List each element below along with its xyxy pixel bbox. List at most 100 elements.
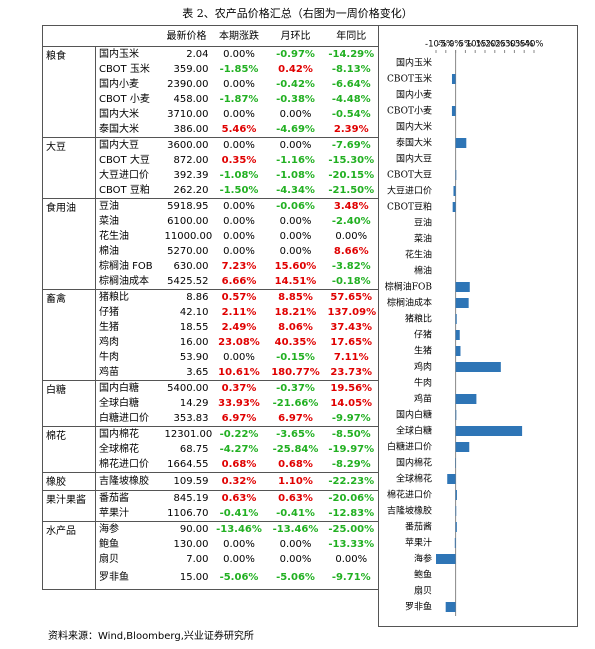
item-name: 鸡苗 [99,367,119,378]
cell: 8.85% [266,289,325,305]
y-tick-label: 苹果汁 [405,537,432,549]
bar [455,522,457,532]
table-row: 畜禽 猪粮比 8.86 0.57% 8.85% 57.65% [42,289,379,381]
item-name: 豆油 [95,198,162,214]
item-name: 番茄酱 [95,490,162,506]
x-tick-label: -5% [438,40,455,50]
cell: -1.16% [276,155,315,166]
header-cell: 本期涨跌 [219,30,259,42]
bar [452,202,456,212]
cell: 0.00% [279,109,312,120]
bar [451,74,456,84]
item-name: 鸡肉 [99,337,119,348]
header-cell: 年同比 [336,30,367,42]
cell: -1.08% [219,170,259,181]
cell: -0.22% [211,426,267,442]
cell: -25.00% [324,521,379,537]
cell: 180.77% [271,367,320,378]
y-tick-label: 仔猪 [414,329,432,341]
y-tick-label: 扇贝 [414,585,432,597]
cell: 0.68% [221,459,257,470]
x-tick-label: 10% [466,40,485,50]
y-tick-label: 全球白糖 [396,425,432,437]
y-tick-label: 白糖进口价 [387,441,432,453]
cell: -0.42% [276,79,315,90]
table-row: 鸡苗 3.65 10.61% 180.77% 23.73% [43,365,379,381]
title: 表 2、农产品价格汇总（右图为一周价格变化） [182,7,413,20]
cell: 0.00% [223,352,255,363]
cell: 0.57% [211,289,267,305]
cell: -4.69% [276,124,315,135]
item-name: 扇贝 [99,554,119,565]
cell: 1664.55 [167,459,209,470]
cell: 12301.00 [161,426,212,442]
item-name: 全球棉花 [99,444,139,455]
y-tick-label: 牛肉 [414,377,432,389]
header-cell: 月环比 [280,30,311,42]
cell: -0.54% [331,109,371,120]
cell: -1.08% [276,170,315,181]
y-tick-label: 鲍鱼 [414,569,432,581]
x-tick-label: 40% [525,40,544,50]
item-name: CBOT 小麦 [99,94,150,105]
cell: 137.09% [327,307,377,318]
cell: 17.65% [330,337,373,348]
y-tick-label: 大豆进口价 [387,185,432,197]
cell: -4.27% [219,444,259,455]
table-row: CBOT 玉米 359.00 -1.85% 0.42% -8.13% [43,62,379,77]
cell: 0.35% [221,155,257,166]
x-tick-label: -10% [425,40,447,50]
bar [445,602,456,612]
item-name: 罗非鱼 [99,572,129,584]
bar [455,170,457,180]
cell: -0.41% [219,508,259,519]
table-row: 食用油 豆油 5918.95 0.00% -0.06% 3.48% [42,198,379,290]
cell: 23.73% [330,367,373,378]
cell: 19.56% [324,380,379,396]
item-name: 国内白糖 [95,380,162,396]
table-row: 国内小麦 2390.00 0.00% -0.42% -6.64% [43,77,379,92]
cell: -1.87% [219,94,259,105]
y-tick-label: 全球棉花 [396,473,432,485]
item-name: CBOT 豆粕 [99,185,150,196]
cell: -3.82% [331,261,371,272]
table-row: 鸡肉 16.00 23.08% 40.35% 17.65% [43,335,379,350]
cell: 0.00% [223,109,255,120]
cell: -13.33% [328,539,375,550]
y-tick-label: 吉隆坡橡胶 [387,505,432,517]
table-row: 泰国大米 386.00 5.46% -4.69% 2.39% [43,122,379,138]
cell: 845.19 [161,490,212,506]
item-name: 鲍鱼 [99,539,119,550]
cell: 5.46% [221,124,257,135]
y-tick-label: 罗非鱼 [405,601,432,613]
cell: 0.00% [223,231,255,242]
cell: 2.11% [221,307,257,318]
group-name: 食用油 [42,198,96,290]
cell: 0.00% [223,216,255,227]
item-name: 大豆进口价 [99,170,149,181]
item-name: 国内棉花 [95,426,162,442]
cell: -21.66% [272,398,319,409]
y-tick-label: 棉花进口价 [387,489,432,501]
table-row: 白糖 国内白糖 5400.00 0.37% -0.37% 19.56% [42,380,379,427]
y-tick-label: 菜油 [414,233,432,245]
bar [455,330,460,340]
header-row: 最新价格 本期涨跌 月环比 年同比 [43,26,379,47]
cell: 5270.00 [167,246,209,257]
cell: -4.34% [276,185,315,196]
cell: 0.42% [278,64,313,75]
cell: 0.00% [279,246,312,257]
item-name: 菜油 [99,216,119,227]
item-name: 生猪 [99,322,119,333]
cell: 6.97% [221,413,257,424]
cell: 23.08% [218,337,260,348]
cell: 0.00% [223,554,255,565]
table-row: 果汁果酱 番茄酱 845.19 0.63% 0.63% -20.06% [42,490,379,522]
cell: 0.00% [223,79,255,90]
cell: 130.00 [173,539,209,550]
cell: 18.55 [179,322,209,333]
y-tick-label: 国内棉花 [396,457,432,469]
group-name: 白糖 [42,380,96,427]
cell: 33.93% [218,398,260,409]
